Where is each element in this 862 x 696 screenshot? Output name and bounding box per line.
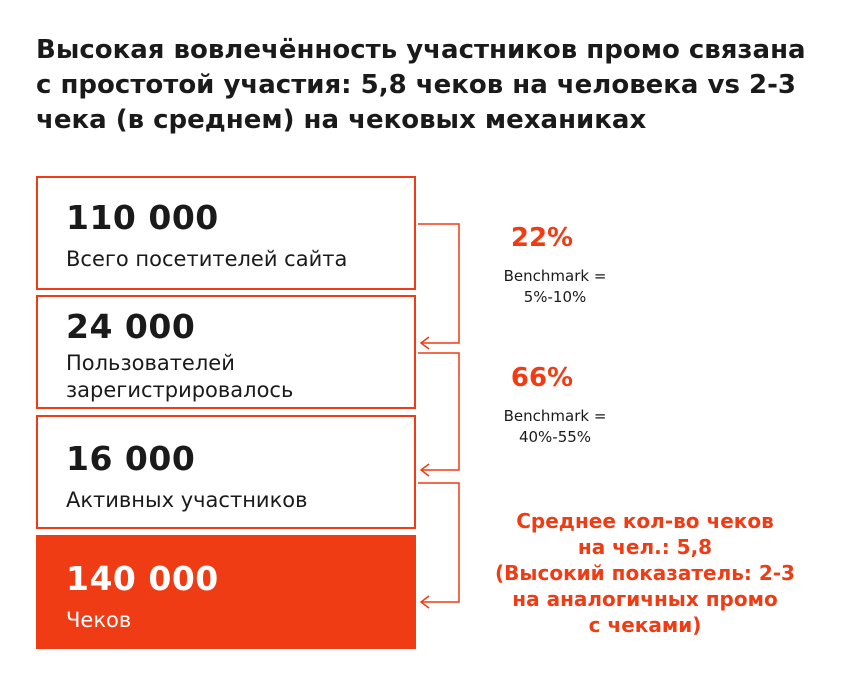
funnel-box-registered: 24 000 Пользователей зарегистрировалось: [36, 295, 416, 409]
title-line-3: чека (в среднем) на чековых механиках: [36, 105, 647, 135]
benchmark-1-line-1: Benchmark =: [503, 267, 607, 285]
active-label: Активных участников: [66, 488, 308, 512]
funnel-box-active: 16 000 Активных участников: [36, 415, 416, 529]
active-value: 16 000: [66, 439, 196, 478]
title-line-2: с простотой участия: 5,8 чеков на челове…: [36, 70, 796, 100]
conversion-rate-1: 22%: [510, 223, 574, 253]
connector-2: [418, 352, 460, 471]
title-line-1: Высокая вовлечённость участников промо с…: [36, 35, 806, 65]
funnel-box-visitors: 110 000 Всего посетителей сайта: [36, 176, 416, 290]
visitors-value: 110 000: [66, 198, 219, 237]
arrow-head-1: [419, 336, 430, 350]
visitors-label: Всего посетителей сайта: [66, 247, 348, 271]
arrow-head-3: [419, 595, 430, 609]
receipts-label: Чеков: [66, 608, 132, 632]
registered-label-line-2: зарегистрировалось: [66, 378, 294, 402]
benchmark-2: Benchmark = 40%-55%: [485, 406, 625, 448]
note-line-4: на аналогичных промо: [512, 587, 778, 611]
arrow-head-2: [419, 463, 430, 477]
page-title: Высокая вовлечённость участников промо с…: [36, 33, 836, 138]
note-line-3: (Высокий показатель: 2-3: [495, 561, 795, 585]
benchmark-1-line-2: 5%-10%: [523, 288, 587, 306]
receipts-value: 140 000: [66, 559, 219, 598]
conversion-rate-2: 66%: [510, 363, 574, 393]
funnel-box-receipts: 140 000 Чеков: [36, 535, 416, 649]
average-receipts-note: Среднее кол-во чеков на чел.: 5,8 (Высок…: [480, 508, 810, 638]
connector-1: [418, 223, 460, 344]
registered-value: 24 000: [66, 307, 196, 346]
benchmark-1: Benchmark = 5%-10%: [485, 266, 625, 308]
registered-label-line-1: Пользователей: [66, 351, 235, 375]
benchmark-2-line-2: 40%-55%: [518, 428, 592, 446]
connector-3: [418, 482, 460, 603]
benchmark-2-line-1: Benchmark =: [503, 407, 607, 425]
note-line-5: с чеками): [588, 613, 702, 637]
note-line-2: на чел.: 5,8: [577, 535, 713, 559]
note-line-1: Среднее кол-во чеков: [516, 509, 774, 533]
